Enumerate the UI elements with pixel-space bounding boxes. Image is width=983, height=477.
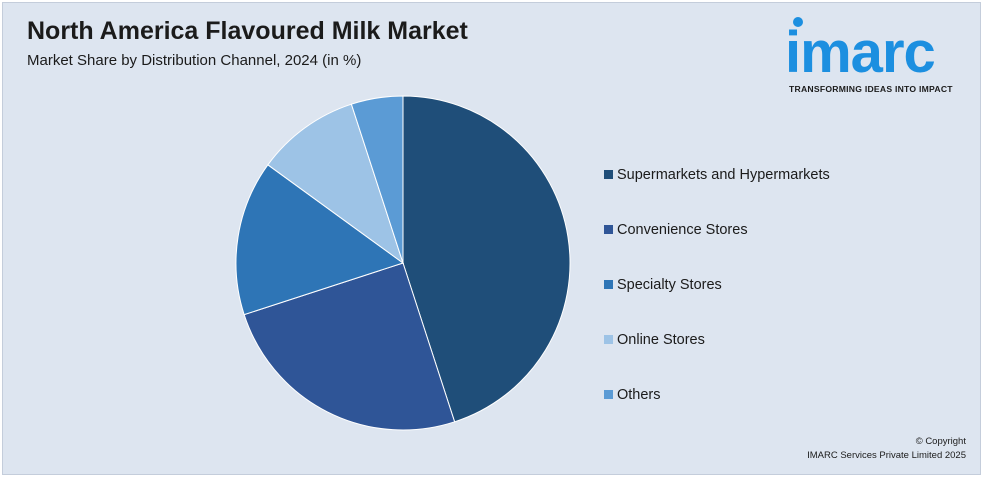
legend-swatch	[604, 335, 613, 344]
pie-slice-convenience-stores	[243, 262, 456, 431]
legend-label: Others	[617, 386, 661, 403]
logo-wordmark: imarc	[785, 20, 936, 85]
chart-legend: Supermarkets and Hypermarkets Convenience…	[604, 147, 830, 422]
pie-chart	[235, 95, 571, 431]
legend-label: Convenience Stores	[617, 221, 748, 238]
legend-swatch	[604, 225, 613, 234]
legend-item-specialty-stores: Specialty Stores	[604, 257, 830, 312]
logo-tagline: TRANSFORMING IDEAS INTO IMPACT	[789, 84, 953, 94]
legend-item-online-stores: Online Stores	[604, 312, 830, 367]
chart-subtitle: Market Share by Distribution Channel, 20…	[27, 52, 362, 69]
legend-item-convenience-stores: Convenience Stores	[604, 202, 830, 257]
pie-slice-others	[350, 95, 404, 264]
legend-item-supermarkets-and-hypermarkets: Supermarkets and Hypermarkets	[604, 147, 830, 202]
legend-label: Supermarkets and Hypermarkets	[617, 166, 830, 183]
copyright-line: © Copyright	[915, 436, 966, 447]
legend-label: Online Stores	[617, 331, 705, 348]
legend-swatch	[604, 280, 613, 289]
chart-title: North America Flavoured Milk Market	[27, 17, 468, 45]
legend-swatch	[604, 390, 613, 399]
copyright-notice: © Copyright IMARC Services Private Limit…	[807, 435, 966, 463]
logo-dot-icon	[793, 17, 803, 27]
pie-slice-specialty-stores	[235, 164, 405, 316]
pie-slice-online-stores	[267, 103, 404, 265]
legend-swatch	[604, 170, 613, 179]
legend-label: Specialty Stores	[617, 276, 722, 293]
pie-slice-supermarkets-and-hypermarkets	[402, 95, 571, 423]
imarc-logo: imarc TRANSFORMING IDEAS INTO IMPACT	[773, 15, 978, 97]
copyright-owner: IMARC Services Private Limited 2025	[807, 450, 966, 461]
legend-item-others: Others	[604, 367, 830, 422]
